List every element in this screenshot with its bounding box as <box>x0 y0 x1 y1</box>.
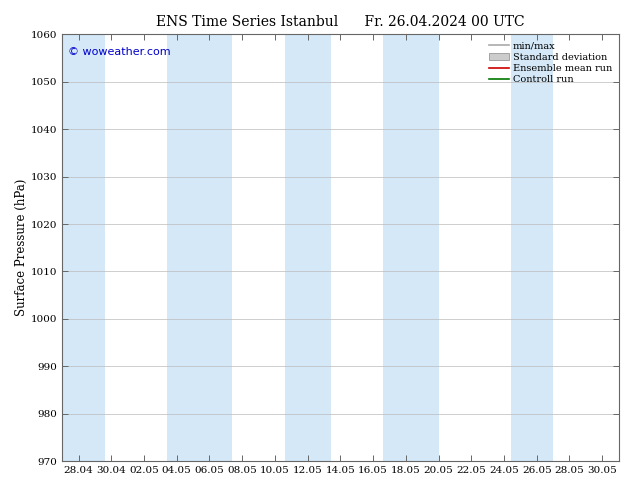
Bar <box>510 34 553 461</box>
Bar <box>285 34 330 461</box>
Title: ENS Time Series Istanbul      Fr. 26.04.2024 00 UTC: ENS Time Series Istanbul Fr. 26.04.2024 … <box>156 15 525 29</box>
Bar <box>167 34 232 461</box>
Text: © woweather.com: © woweather.com <box>68 47 171 57</box>
Y-axis label: Surface Pressure (hPa): Surface Pressure (hPa) <box>15 179 28 317</box>
Bar <box>383 34 439 461</box>
Legend: min/max, Standard deviation, Ensemble mean run, Controll run: min/max, Standard deviation, Ensemble me… <box>488 39 614 86</box>
Bar <box>62 34 105 461</box>
